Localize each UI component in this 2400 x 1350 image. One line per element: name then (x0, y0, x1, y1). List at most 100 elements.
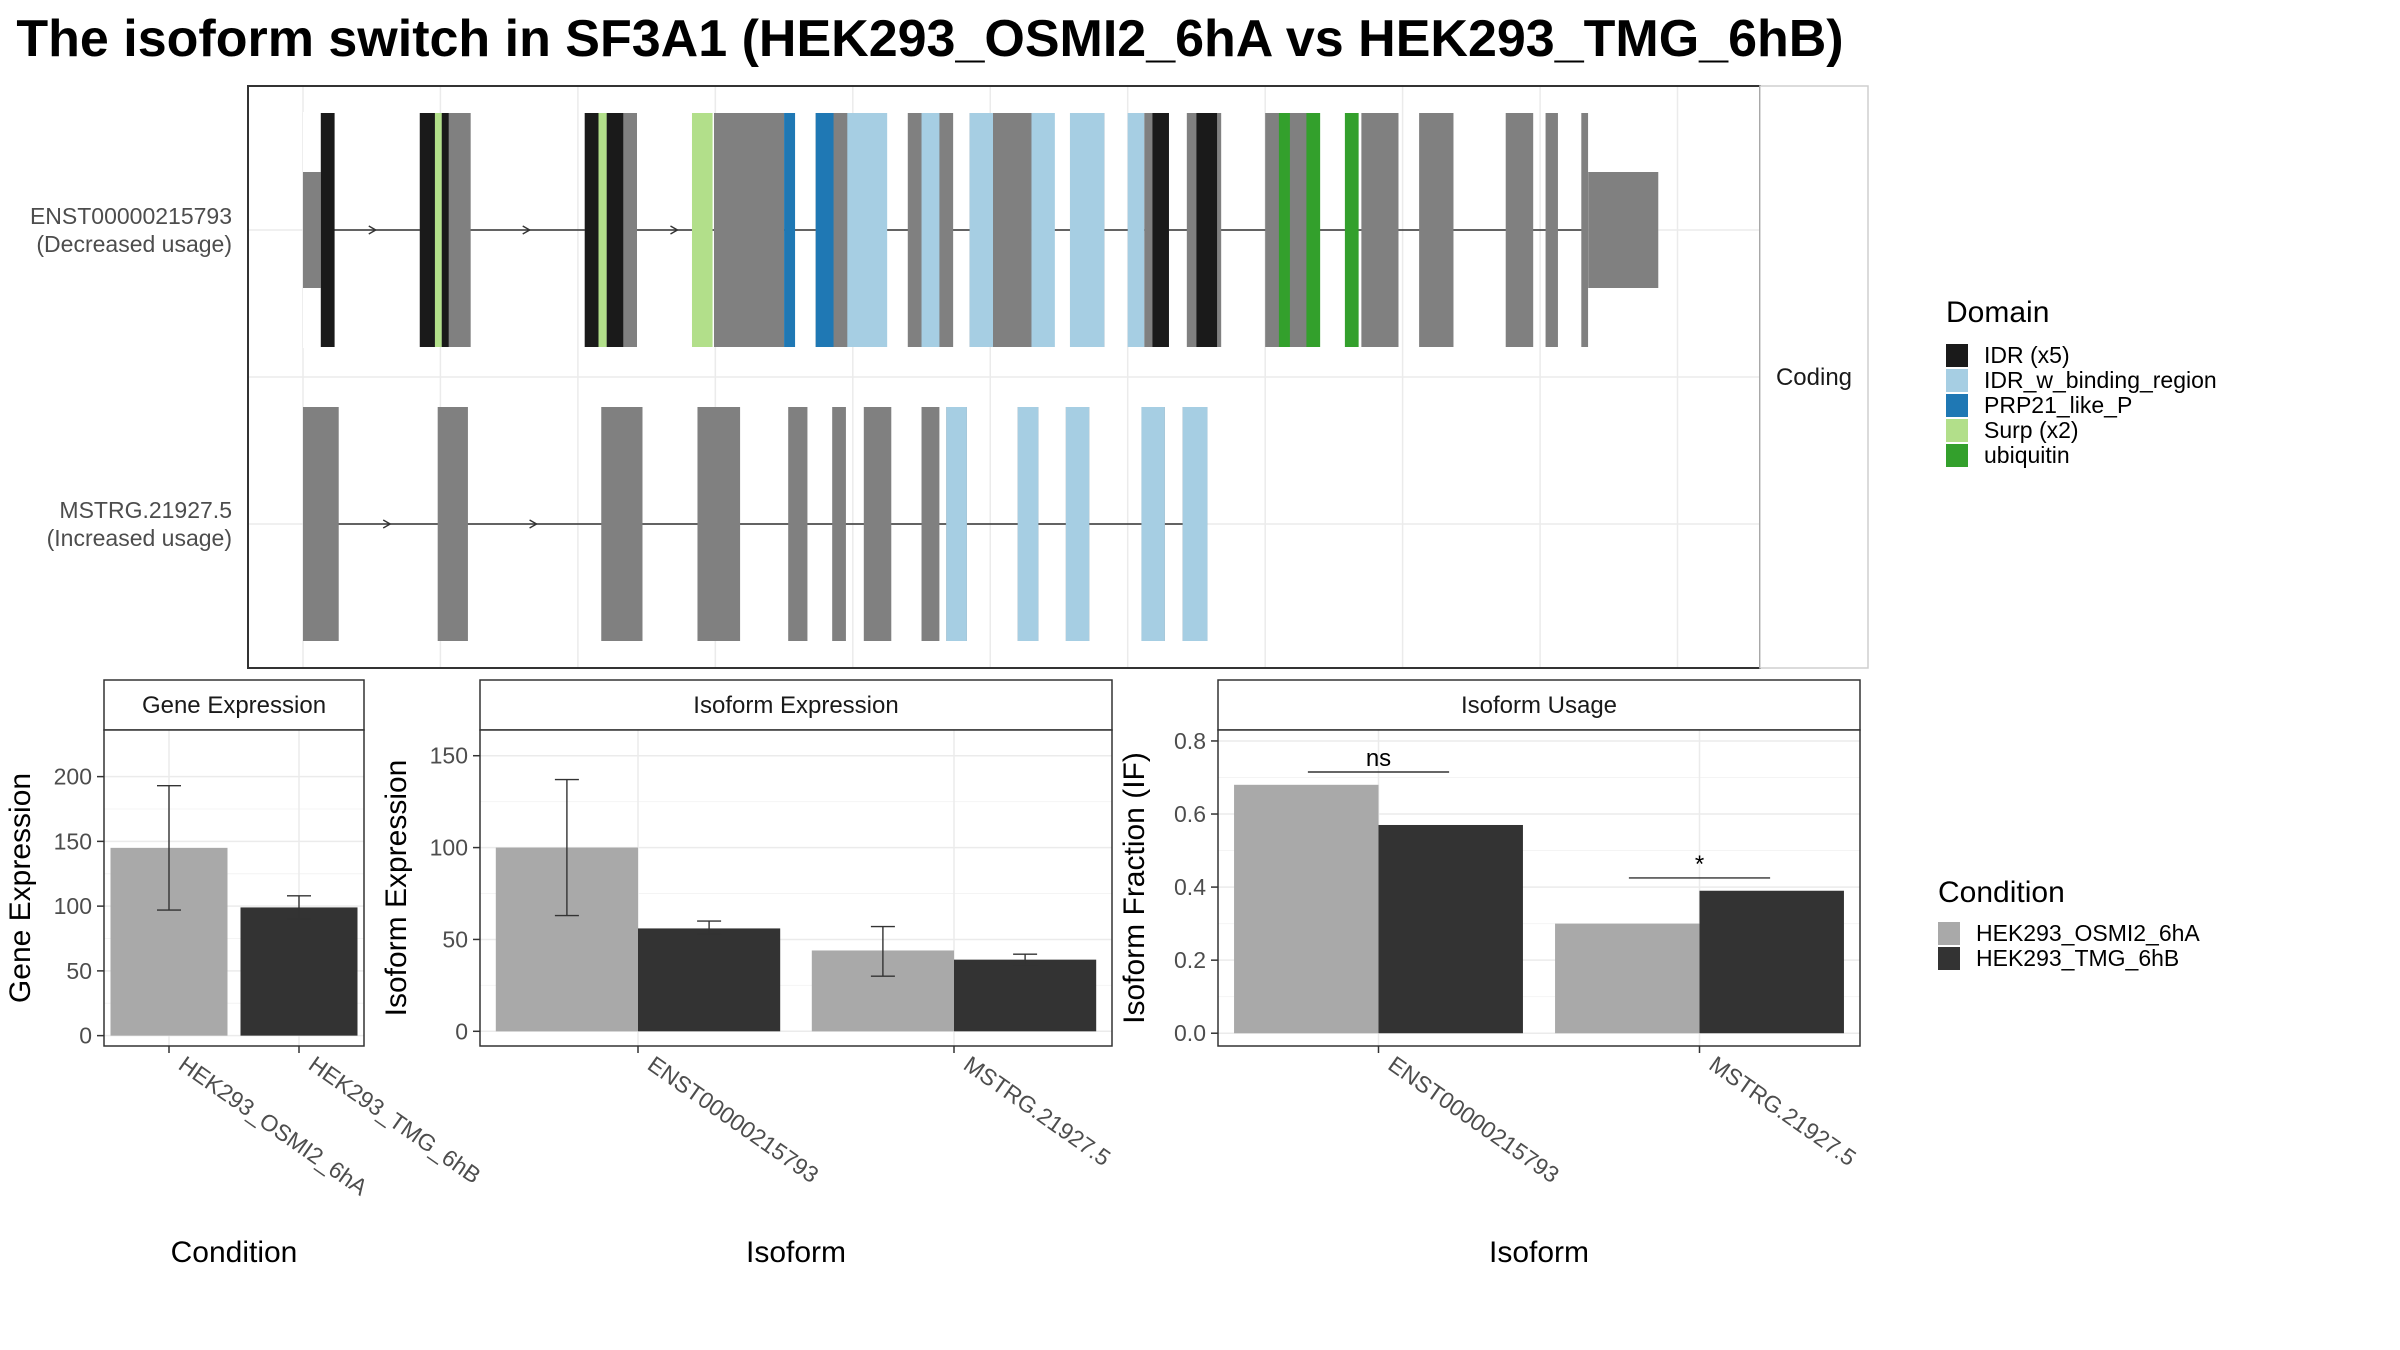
domain-block (1065, 407, 1090, 641)
domain-block (946, 407, 967, 641)
utr-block (1588, 172, 1659, 288)
condition-legend-label: HEK293_OSMI2_6hA (1976, 920, 2200, 946)
domain-legend-label: ubiquitin (1984, 442, 2070, 468)
domain-block (815, 113, 834, 347)
condition-legend-label: HEK293_TMG_6hB (1976, 945, 2179, 971)
domain-block (441, 113, 449, 347)
y-tick-label: 50 (66, 958, 92, 984)
domain-legend-key (1946, 444, 1968, 467)
panel-strip (103, 679, 365, 731)
y-tick-label: 0.6 (1174, 801, 1206, 827)
domain-legend-key (1946, 394, 1968, 417)
y-tick-label: 50 (442, 926, 468, 952)
domain-block (1127, 113, 1145, 347)
bar (954, 959, 1097, 1032)
panel-title: Isoform Usage (1461, 692, 1617, 719)
exon-block (302, 407, 339, 641)
domain-legend-label: IDR_w_binding_region (1984, 367, 2217, 393)
intron-direction-arrow (368, 225, 378, 235)
y-tick-label: 100 (430, 835, 468, 861)
exon-block (437, 407, 468, 641)
y-tick-label: 0.4 (1174, 874, 1206, 900)
domain-legend-label: Surp (x2) (1984, 417, 2079, 443)
transcript-status-label: (Decreased usage) (36, 231, 232, 257)
exon-block (1545, 113, 1558, 347)
domain-block (584, 113, 599, 347)
bar (1378, 824, 1523, 1034)
exon-block (1361, 113, 1399, 347)
x-axis-title: Isoform (1489, 1236, 1589, 1269)
panel-title: Gene Expression (142, 692, 326, 719)
exon-block (1505, 113, 1534, 347)
domain-block (847, 113, 888, 347)
y-tick-label: 150 (430, 743, 468, 769)
domain-block (1069, 113, 1105, 347)
domain-block (921, 113, 940, 347)
exon-block (921, 407, 940, 641)
exon-block (788, 407, 808, 641)
condition-legend-key (1938, 947, 1960, 970)
x-tick-label: ENST00000215793 (1384, 1051, 1564, 1188)
isoform-expression-panel: Isoform Expression 0 50 100 150 ENST000002157… (380, 679, 1115, 1269)
x-tick-label: MSTRG.21927.5 (1705, 1051, 1861, 1171)
exon-block (863, 407, 892, 641)
domain-legend-title: Domain (1946, 296, 2049, 329)
exon-block (697, 407, 741, 641)
intron-direction-arrow (522, 225, 532, 235)
significance-label: ns (1366, 745, 1391, 772)
domain-legend: Domain IDR (x5)IDR_w_binding_regionPRP21_… (1946, 296, 2217, 468)
domain-block (434, 113, 442, 347)
panel-border (103, 729, 365, 1047)
domain-block (1196, 113, 1218, 347)
domain-block (969, 113, 994, 347)
exon-block (601, 407, 643, 641)
isoform-structure-panel: ENST00000215793(Decreased usage) MSTRG.21… (30, 85, 1869, 669)
intron-direction-arrow (382, 519, 392, 529)
bar (638, 928, 781, 1032)
y-tick-label: 0.2 (1174, 947, 1206, 973)
domain-legend-label: IDR (x5) (1984, 342, 2070, 368)
bar (240, 907, 358, 1036)
transcript-id-label: MSTRG.21927.5 (59, 497, 232, 523)
domain-legend-key (1946, 369, 1968, 392)
domain-block (1017, 407, 1039, 641)
bar (1234, 784, 1379, 1034)
domain-block (1141, 407, 1165, 641)
figure-title: The isoform switch in SF3A1 (HEK293_OSMI… (16, 10, 1843, 68)
bar (1555, 923, 1700, 1034)
y-tick-label: 100 (54, 893, 92, 919)
transcript-status-label: (Increased usage) (47, 525, 232, 551)
panel-strip (479, 679, 1113, 731)
exon-block (1419, 113, 1454, 347)
domain-legend-label: PRP21_like_P (1984, 392, 2132, 418)
exon-block (713, 113, 785, 347)
domain-block (1344, 113, 1359, 347)
y-tick-label: 0.8 (1174, 728, 1206, 754)
y-tick-label: 0 (79, 1023, 92, 1049)
intron-direction-arrow (529, 519, 539, 529)
domain-legend-key (1946, 344, 1968, 367)
x-axis-title: Isoform (746, 1236, 846, 1269)
domain-block (1031, 113, 1055, 347)
domain-block (1182, 407, 1208, 641)
domain-block (1152, 113, 1169, 347)
exon-block (832, 407, 846, 641)
facet-strip (1759, 85, 1869, 669)
y-tick-label: 0 (455, 1018, 468, 1044)
domain-block (784, 113, 796, 347)
y-axis-title: Isoform Expression (380, 760, 413, 1017)
x-tick-label: MSTRG.21927.5 (959, 1051, 1115, 1171)
significance-label: * (1695, 851, 1704, 878)
condition-legend-key (1938, 922, 1960, 945)
isoform-usage-panel: Isoform Usage 0.0 0.2 0.4 0.6 0.8 ns * ENST00000… (1118, 679, 1861, 1269)
domain-block (598, 113, 607, 347)
x-tick-label: ENST00000215793 (643, 1051, 823, 1188)
condition-legend-title: Condition (1938, 876, 2065, 909)
panel-title: Isoform Expression (693, 692, 898, 719)
domain-block (320, 113, 335, 347)
panel-border (479, 729, 1113, 1047)
domain-legend-key (1946, 419, 1968, 442)
bar (1699, 890, 1844, 1034)
